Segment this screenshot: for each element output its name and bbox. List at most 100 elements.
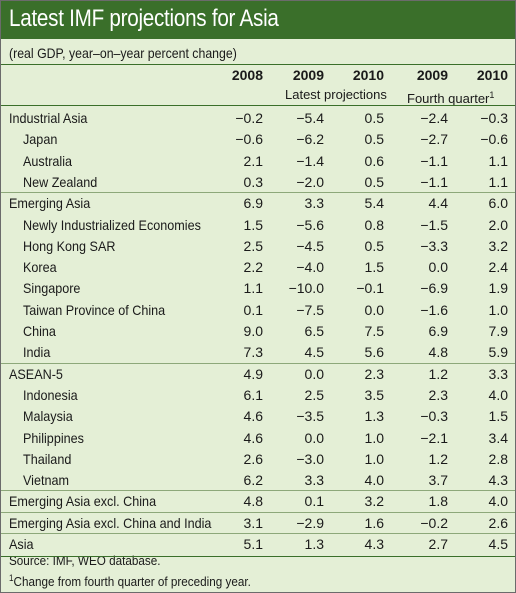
- row-label: Industrial Asia: [9, 110, 88, 126]
- row-value: 6.0: [488, 195, 508, 212]
- table-row: Asia 5.1 1.3 4.3 2.7 4.5: [1, 534, 515, 554]
- row-value: −0.3: [480, 110, 508, 126]
- row-label: New Zealand: [23, 173, 98, 190]
- row-value: 1.3: [304, 536, 324, 552]
- row-value: 1.8: [428, 493, 448, 510]
- source-note: Source: IMF, WEO database.: [9, 553, 161, 568]
- row-value: −0.6: [480, 131, 508, 148]
- row-value: 3.5: [364, 386, 384, 403]
- table-row: Japan −0.6 −6.2 0.5 −2.7 −0.6: [1, 129, 515, 149]
- subheader-fourth-text: Fourth quarter: [407, 91, 490, 106]
- row-value: 0.0: [304, 429, 324, 446]
- row-value: −3.0: [296, 450, 324, 467]
- row-label: China: [23, 323, 56, 339]
- row-value: −2.1: [420, 429, 448, 446]
- row-value: 0.0: [304, 365, 324, 382]
- row-label: Taiwan Province of China: [23, 301, 166, 318]
- row-value: 0.5: [364, 131, 384, 148]
- table-row: New Zealand 0.3 −2.0 0.5 −1.1 1.1: [1, 172, 515, 192]
- row-value: 2.5: [304, 386, 324, 403]
- row-value: −1.6: [420, 301, 448, 318]
- row-value: −7.5: [296, 301, 324, 318]
- row-value: 2.8: [488, 450, 508, 467]
- row-value: 0.0: [428, 259, 448, 276]
- row-value: 0.3: [243, 173, 263, 190]
- row-value: 4.9: [243, 365, 263, 382]
- row-value: 2.1: [243, 152, 263, 169]
- row-value: 2.3: [428, 386, 448, 403]
- row-value: 0.6: [364, 152, 384, 169]
- table-row: ASEAN-5 4.9 0.0 2.3 1.2 3.3: [1, 364, 515, 384]
- table-row: Australia 2.1 −1.4 0.6 −1.1 1.1: [1, 151, 515, 171]
- row-value: 0.5: [364, 173, 384, 190]
- row-value: 3.4: [488, 429, 508, 446]
- row-value: −6.2: [296, 131, 324, 148]
- table-row: Singapore 1.1 −10.0 −0.1 −6.9 1.9: [1, 278, 515, 298]
- subheader-fourth-sup: 1: [489, 90, 495, 100]
- table-row: Korea 2.2 −4.0 1.5 0.0 2.4: [1, 257, 515, 277]
- footnote-mark: 1: [9, 573, 14, 583]
- row-value: 3.7: [428, 472, 448, 489]
- row-value: 4.6: [243, 408, 263, 425]
- subheader-fourth-quarter: Fourth quarter1: [407, 85, 495, 106]
- header-rule-bottom: [1, 105, 515, 106]
- table-row: Vietnam 6.2 3.3 4.0 3.7 4.3: [1, 470, 515, 490]
- table-row: Hong Kong SAR 2.5 −4.5 0.5 −3.3 3.2: [1, 236, 515, 256]
- table-rule-bottom: [1, 556, 515, 558]
- header-rule-top: [1, 64, 515, 65]
- table-row: Malaysia 4.6 −3.5 1.3 −0.3 1.5: [1, 406, 515, 426]
- row-value: 1.0: [488, 301, 508, 318]
- row-value: 7.5: [364, 323, 384, 339]
- table-row: Emerging Asia excl. China and India 3.1 −2…: [1, 513, 515, 533]
- row-value: 6.9: [243, 195, 263, 212]
- row-value: 1.2: [428, 365, 448, 382]
- row-value: 5.1: [243, 536, 263, 552]
- row-label: Hong Kong SAR: [23, 237, 116, 254]
- row-value: 1.5: [364, 259, 384, 276]
- row-label: Emerging Asia: [9, 195, 91, 212]
- row-value: 0.8: [364, 216, 384, 233]
- row-label: Vietnam: [23, 472, 69, 489]
- row-label: Malaysia: [23, 408, 73, 425]
- row-value: 4.5: [304, 344, 324, 361]
- row-value: 6.1: [243, 386, 263, 403]
- row-label: Newly Industrialized Economies: [23, 216, 201, 233]
- group-rule: [1, 490, 515, 492]
- group-rule: [1, 511, 515, 513]
- table-row: Philippines 4.6 0.0 1.0 −2.1 3.4: [1, 428, 515, 448]
- row-value: −4.0: [296, 259, 324, 276]
- row-value: 4.8: [243, 493, 263, 510]
- row-value: 4.0: [488, 493, 508, 510]
- row-label: ASEAN-5: [9, 365, 63, 382]
- row-label: Thailand: [23, 450, 72, 467]
- row-value: 4.0: [364, 472, 384, 489]
- subtitle: (real GDP, year–on–year percent change): [9, 45, 237, 61]
- row-label: Emerging Asia excl. China and India: [9, 514, 212, 531]
- row-value: 1.3: [364, 408, 384, 425]
- row-value: 6.2: [243, 472, 263, 489]
- row-value: 4.6: [243, 429, 263, 446]
- row-label: Japan: [23, 131, 58, 148]
- row-label: India: [23, 344, 51, 361]
- row-value: −2.9: [296, 514, 324, 531]
- row-value: 3.1: [243, 514, 263, 531]
- footnote-text: Change from fourth quarter of preceding …: [13, 574, 251, 589]
- table-row: China 9.0 6.5 7.5 6.9 7.9: [1, 321, 515, 341]
- row-value: 0.1: [243, 301, 263, 318]
- row-value: 1.9: [488, 280, 508, 297]
- row-value: −5.4: [296, 110, 324, 126]
- row-value: 7.9: [488, 323, 508, 339]
- row-value: 9.0: [243, 323, 263, 339]
- column-year: 2010: [476, 67, 508, 83]
- row-label: Indonesia: [23, 386, 78, 403]
- table-row: Industrial Asia −0.2 −5.4 0.5 −2.4 −0.3: [1, 108, 515, 128]
- row-value: 4.8: [428, 344, 448, 361]
- row-value: 4.5: [488, 536, 508, 552]
- row-value: 1.0: [364, 450, 384, 467]
- row-value: 4.3: [364, 536, 384, 552]
- row-value: −1.1: [420, 152, 448, 169]
- table-row: Newly Industrialized Economies 1.5 −5.6 0.8…: [1, 215, 515, 235]
- table-row: Emerging Asia excl. China 4.8 0.1 3.2 1.8 4.0: [1, 491, 515, 511]
- column-year: 2008: [231, 67, 263, 83]
